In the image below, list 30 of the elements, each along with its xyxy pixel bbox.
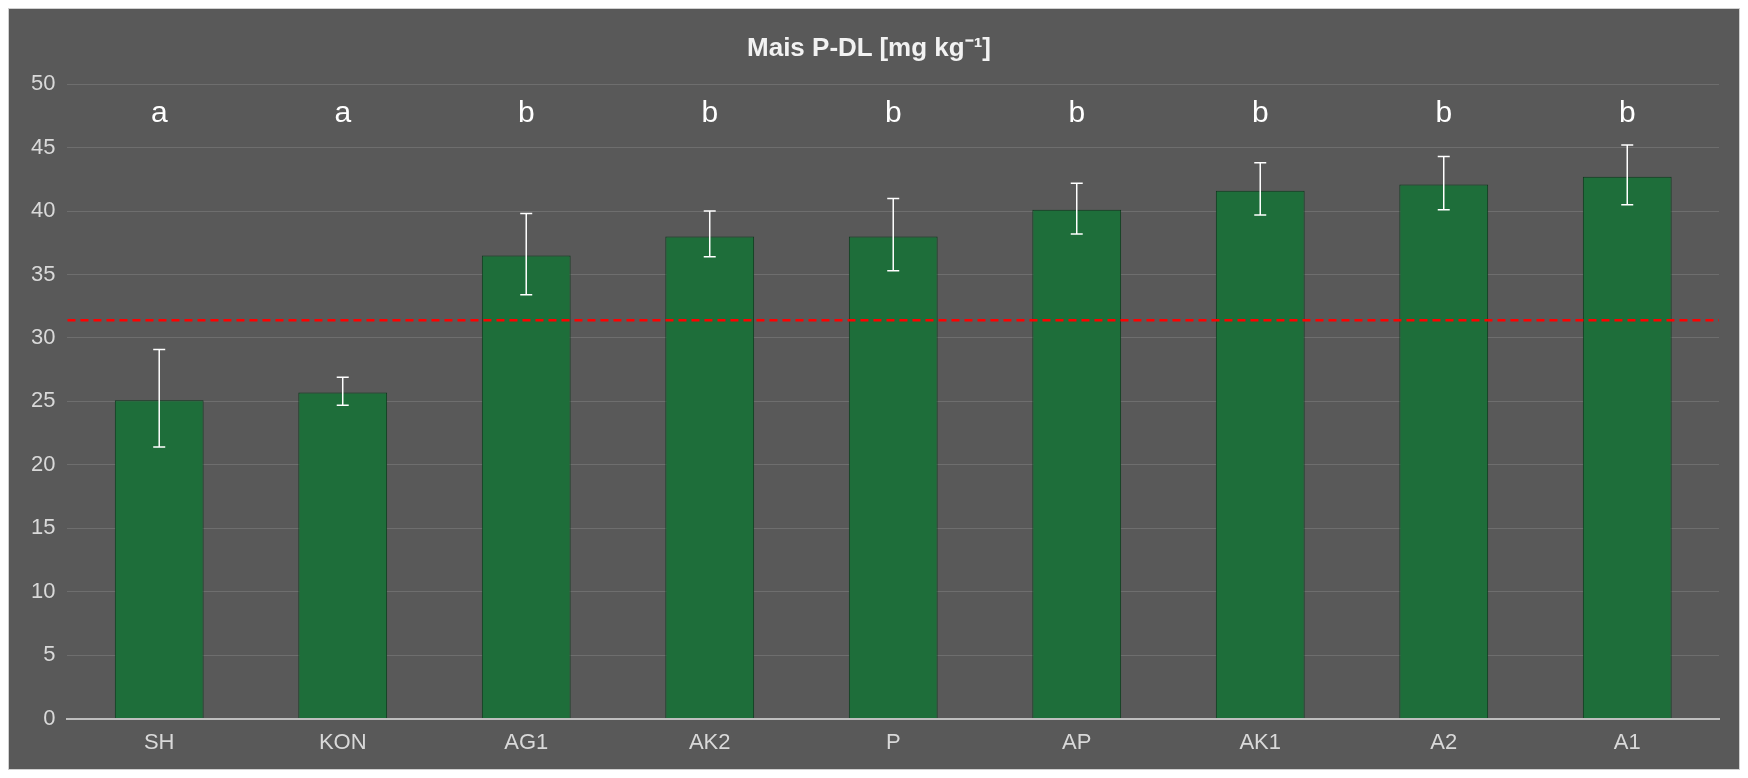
annotation: b [1618, 95, 1636, 129]
y-tick-label: 30 [30, 324, 56, 350]
y-tick-label: 25 [30, 387, 56, 413]
x-tick-label: SH [143, 728, 175, 754]
y-tick-label: 15 [30, 514, 56, 540]
x-tick-label: AP [1062, 728, 1092, 754]
y-tick-label: 0 [43, 704, 56, 730]
annotation: b [1251, 95, 1269, 129]
annotation: b [701, 95, 719, 129]
y-tick-label: 35 [30, 260, 56, 286]
x-tick-label: AG1 [504, 728, 549, 754]
x-tick-label: AK2 [688, 728, 731, 754]
annotation: a [150, 95, 168, 129]
y-tick-label: 50 [30, 70, 56, 96]
x-tick-label: A1 [1613, 728, 1641, 754]
annotation: b [517, 95, 535, 129]
chart-title: Mais P-DL [mg kg⁻¹] [747, 31, 991, 62]
y-tick-label: 40 [30, 197, 56, 223]
x-tick-label: P [885, 728, 901, 754]
annotation: b [1068, 95, 1086, 129]
x-tick-label: AK1 [1239, 728, 1282, 754]
annotation: b [1435, 95, 1453, 129]
y-tick-label: 5 [43, 641, 56, 667]
x-tick-label: KON [318, 728, 367, 754]
x-tick-label: A2 [1430, 728, 1458, 754]
y-tick-label: 20 [30, 450, 56, 476]
y-tick-label: 45 [30, 133, 56, 159]
annotation: b [884, 95, 902, 129]
annotation: a [334, 95, 352, 129]
y-tick-label: 10 [30, 577, 56, 603]
